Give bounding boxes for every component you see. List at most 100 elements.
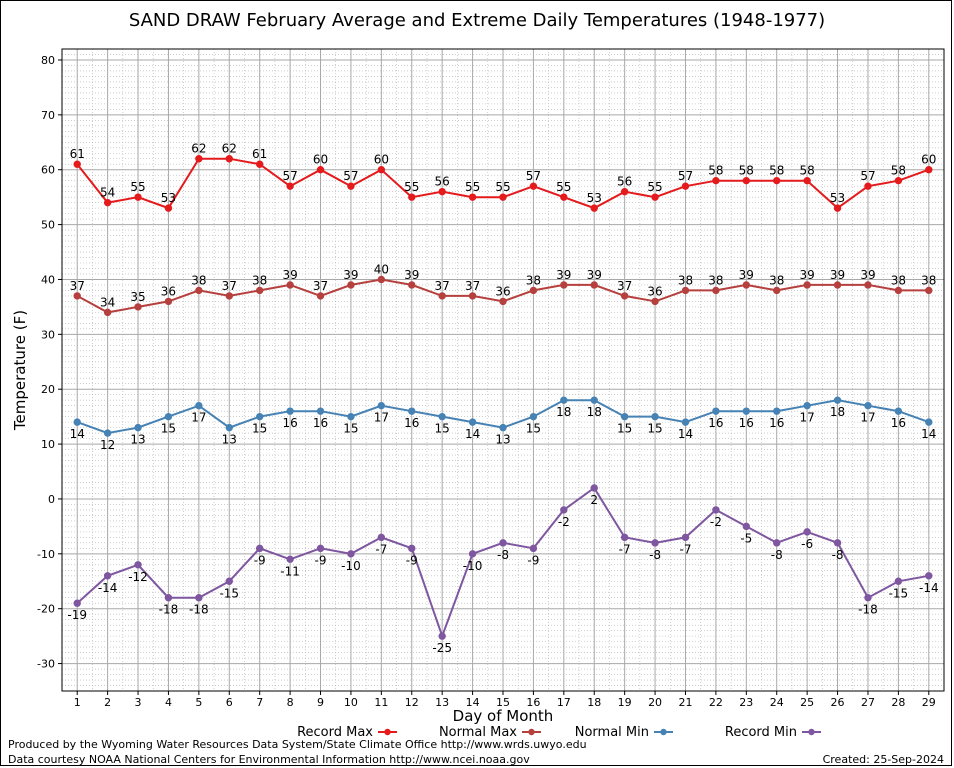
x-tick-label: 16 (526, 696, 540, 709)
data-point-normal-min (438, 412, 446, 421)
x-tick-label: 27 (861, 696, 875, 709)
data-label-normal-max: 36 (647, 284, 662, 298)
data-point-normal-min (681, 418, 690, 426)
x-tick-label: 15 (496, 696, 510, 709)
data-label-normal-max: 39 (799, 268, 814, 282)
data-label-record-max: 58 (739, 164, 754, 178)
x-tick-label: 26 (831, 696, 845, 709)
data-point-record-max (377, 166, 386, 174)
data-label-normal-max: 35 (130, 290, 145, 304)
data-point-record-max (255, 160, 264, 168)
legend-marker-record-min (808, 728, 815, 736)
data-point-normal-max (803, 281, 811, 289)
data-point-normal-min (529, 412, 538, 421)
data-label-normal-min: 14 (678, 427, 693, 441)
data-label-normal-min: 14 (921, 427, 936, 441)
data-label-normal-min: 17 (860, 411, 875, 425)
x-tick-label: 14 (466, 696, 480, 709)
data-point-record-min (651, 539, 659, 547)
legend-marker-normal-min (660, 728, 667, 736)
data-point-record-min (73, 599, 81, 607)
data-label-normal-max: 39 (404, 268, 419, 282)
data-label-record-max: 57 (343, 169, 358, 183)
data-label-normal-min: 15 (617, 422, 632, 436)
y-tick-label: 40 (41, 273, 55, 286)
data-point-record-min (316, 544, 325, 553)
data-point-normal-min (347, 412, 355, 421)
data-point-normal-min (377, 401, 386, 410)
data-label-normal-max: 36 (495, 284, 510, 298)
data-point-normal-max (377, 275, 386, 284)
data-label-normal-max: 34 (100, 295, 115, 309)
x-tick-label: 4 (165, 696, 172, 709)
x-tick-label: 13 (435, 696, 449, 709)
x-tick-label: 11 (374, 696, 388, 709)
data-label-normal-min: 14 (465, 427, 480, 441)
data-point-record-min (742, 522, 751, 531)
data-label-record-min: -8 (649, 548, 661, 562)
data-point-record-max (103, 198, 112, 207)
data-point-normal-max (651, 297, 659, 306)
data-label-normal-max: 37 (465, 279, 480, 293)
data-label-record-max: 55 (495, 180, 510, 194)
data-label-record-min: -25 (432, 641, 452, 655)
data-point-record-min (833, 539, 842, 547)
y-tick-label: -10 (37, 548, 55, 561)
data-point-normal-min (195, 401, 203, 410)
data-label-normal-max: 37 (313, 279, 328, 293)
data-label-record-max: 57 (678, 169, 693, 183)
data-point-normal-max (468, 292, 477, 300)
data-point-normal-max (742, 281, 751, 289)
data-point-normal-max (620, 292, 629, 300)
data-point-normal-min (468, 418, 477, 426)
data-label-normal-max: 37 (435, 279, 450, 293)
data-point-record-min (255, 544, 264, 553)
data-point-normal-max (833, 281, 842, 289)
data-point-record-max (134, 193, 142, 201)
x-tick-label: 20 (648, 696, 662, 709)
data-label-normal-max: 39 (556, 268, 571, 282)
x-tick-label: 21 (678, 696, 692, 709)
data-label-record-min: -14 (98, 581, 118, 595)
x-tick-label: 12 (405, 696, 419, 709)
footer-data-courtesy: Data courtesy NOAA National Centers for … (8, 753, 530, 766)
data-point-record-min (773, 539, 781, 547)
y-tick-label: 80 (41, 54, 55, 67)
data-label-record-min: -2 (558, 515, 570, 529)
data-point-record-min (590, 484, 598, 492)
data-point-record-max (316, 166, 325, 174)
data-point-record-max (712, 176, 720, 185)
data-point-record-max (164, 204, 173, 212)
data-point-record-max (803, 176, 811, 185)
data-label-normal-min: 17 (191, 411, 206, 425)
data-point-record-max (499, 193, 507, 201)
data-point-record-max (560, 193, 568, 201)
data-point-normal-min (620, 412, 629, 421)
data-label-normal-min: 17 (374, 411, 389, 425)
x-tick-label: 6 (226, 696, 233, 709)
data-label-normal-min: 15 (252, 422, 267, 436)
data-label-normal-min: 16 (891, 416, 906, 430)
data-point-normal-min (712, 407, 720, 415)
data-label-normal-max: 39 (860, 268, 875, 282)
data-point-normal-max (195, 286, 203, 295)
data-point-record-max (347, 182, 355, 190)
data-label-record-max: 57 (860, 169, 875, 183)
data-point-normal-max (925, 286, 933, 295)
data-label-normal-min: 12 (100, 438, 115, 452)
data-point-record-max (833, 204, 842, 212)
y-tick-label: 70 (41, 109, 55, 122)
data-point-normal-min (225, 423, 233, 432)
data-label-record-min: -8 (497, 548, 509, 562)
data-point-normal-min (286, 407, 294, 415)
data-point-record-min (103, 572, 112, 580)
data-label-record-max: 53 (587, 191, 602, 205)
x-tick-label: 19 (618, 696, 632, 709)
y-tick-label: 50 (41, 219, 55, 232)
x-axis-label: Day of Month (453, 707, 554, 725)
data-label-normal-min: 15 (435, 422, 450, 436)
data-point-normal-max (73, 292, 81, 300)
data-label-record-min: -18 (159, 603, 179, 617)
data-label-normal-max: 38 (252, 273, 267, 287)
